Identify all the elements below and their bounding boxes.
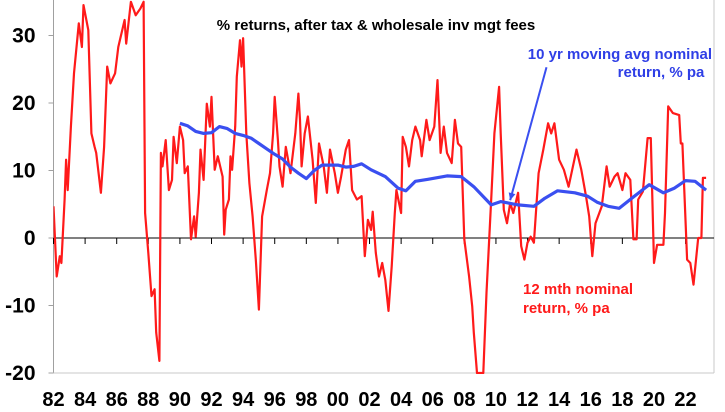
x-tick-label: 88 [137, 389, 159, 411]
y-tick-label: 30 [12, 25, 35, 48]
series-label-moving-avg-line1: 10 yr moving avg nominal [528, 46, 712, 63]
series-group [53, 0, 708, 374]
y-tick-label: -20 [5, 362, 35, 385]
y-tick-label: -10 [5, 295, 35, 318]
annotation-arrowhead-icon [508, 192, 516, 201]
series-line-12mth-return [53, 0, 707, 374]
y-tick-label: 20 [12, 92, 35, 115]
x-tick-label: 04 [390, 389, 413, 411]
y-tick-label: 0 [24, 227, 36, 250]
x-tick-label: 84 [74, 389, 97, 411]
annotation-arrow-line [509, 66, 548, 201]
x-tick-label: 16 [580, 389, 602, 411]
chart-title: % returns, after tax & wholesale inv mgt… [217, 17, 535, 34]
x-tick-label: 94 [232, 389, 255, 411]
series-line-10yr-moving-avg [179, 121, 708, 210]
x-tick-label: 12 [516, 389, 538, 411]
x-tick-label: 96 [264, 389, 286, 411]
x-tick-label: 06 [422, 389, 444, 411]
x-tick-label: 90 [169, 389, 191, 411]
x-tick-label: 22 [674, 389, 696, 411]
x-tick-label: 08 [453, 389, 475, 411]
x-tick-label: 92 [200, 389, 222, 411]
x-tick-label: 18 [611, 389, 633, 411]
series-label-moving-avg-line2: return, % pa [618, 64, 705, 81]
series-label-12mth-line2: return, % pa [523, 300, 610, 317]
x-tick-label: 02 [358, 389, 380, 411]
x-tick-label: 00 [327, 389, 349, 411]
x-tick-label: 14 [548, 389, 571, 411]
x-tick-label: 98 [295, 389, 317, 411]
y-tick-label: 10 [12, 160, 35, 183]
series-label-12mth-line1: 12 mth nominal [523, 281, 633, 298]
axes: 30 20 10 0 -10 -20 82 84 86 88 90 92 94 96 98 00 02 04 06 0… [5, 0, 715, 411]
x-tick-label: 20 [643, 389, 665, 411]
x-tick-label: 82 [42, 389, 64, 411]
x-tick-label: 10 [485, 389, 507, 411]
x-tick-label: 86 [106, 389, 128, 411]
